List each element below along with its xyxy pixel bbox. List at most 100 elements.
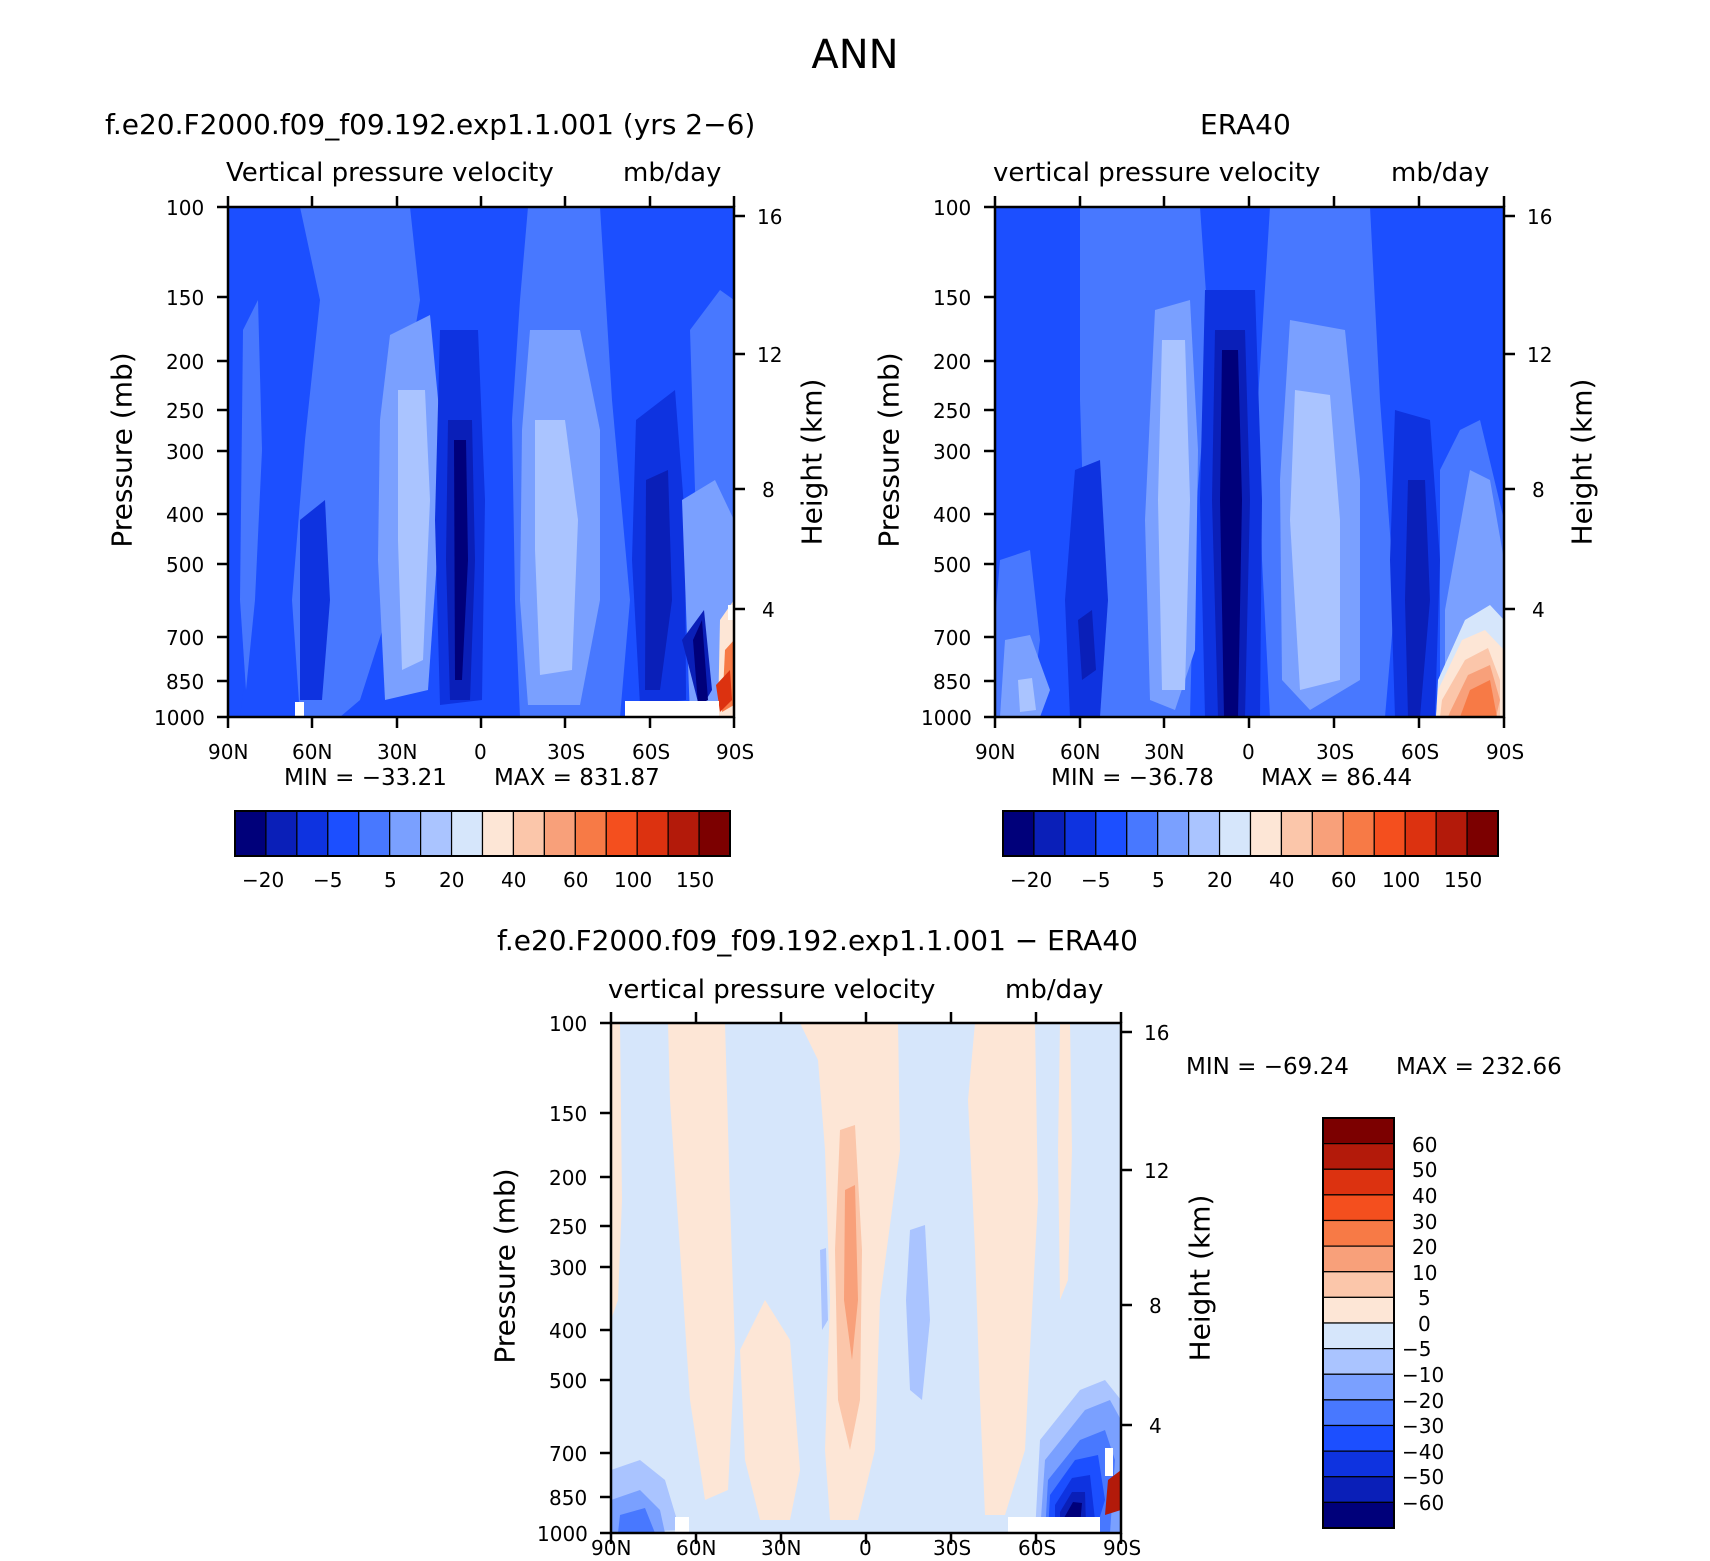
colorbar-swatch bbox=[1249, 810, 1283, 857]
colorbar-swatch bbox=[1064, 810, 1097, 857]
panel-2-colorbar-label: 60 bbox=[1331, 868, 1357, 892]
panel-2-ytick: 250 bbox=[933, 399, 972, 423]
panel-1-ytick-right: 12 bbox=[757, 343, 783, 367]
panel-3-xtick: 30S bbox=[933, 1536, 972, 1560]
panel-1-xtick: 0 bbox=[474, 740, 487, 764]
panel-2-ytick: 400 bbox=[933, 503, 972, 527]
colorbar-frame bbox=[1322, 1117, 1395, 1529]
panel-1-ytick: 400 bbox=[166, 503, 205, 527]
colorbar-swatch bbox=[1033, 810, 1066, 857]
panel-3-ytick: 1000 bbox=[537, 1522, 588, 1546]
panel-3-colorbar-label: 20 bbox=[1412, 1235, 1438, 1259]
panel-1-colorbar-label: −5 bbox=[313, 868, 343, 892]
panel-2-ytick: 500 bbox=[933, 553, 972, 577]
panel-3-colorbar-label: 0 bbox=[1418, 1312, 1431, 1336]
colorbar-swatch bbox=[1322, 1424, 1395, 1452]
panel-2-ytick: 100 bbox=[933, 196, 972, 220]
colorbar-swatch bbox=[1322, 1501, 1395, 1529]
panel-2-ytick: 850 bbox=[933, 670, 972, 694]
panel-1-ytick: 300 bbox=[166, 440, 205, 464]
panel-2-title: ERA40 bbox=[1200, 108, 1291, 141]
panel-1-xtick: 60N bbox=[292, 740, 333, 764]
panel-1-ylabel: Pressure (mb) bbox=[105, 352, 139, 548]
panel-3-colorbar-label: 10 bbox=[1412, 1261, 1438, 1285]
panel-1-contours bbox=[228, 207, 734, 717]
panel-2-ytick-right: 8 bbox=[1532, 478, 1545, 502]
panel-2-xtick: 60S bbox=[1401, 740, 1440, 764]
colorbar-swatch bbox=[265, 810, 298, 857]
colorbar-swatch bbox=[1322, 1245, 1395, 1273]
panel-1-ytick: 150 bbox=[166, 286, 205, 310]
panel-1-subtitle-right: mb/day bbox=[623, 158, 722, 188]
panel-2-ytick: 1000 bbox=[921, 706, 972, 730]
panel-1-subtitle-left: Vertical pressure velocity bbox=[226, 158, 554, 188]
colorbar-swatch bbox=[1322, 1399, 1395, 1427]
colorbar-frame bbox=[234, 810, 731, 857]
panel-2-min: MIN = −36.78 bbox=[1051, 765, 1214, 791]
panel-2-ytick: 700 bbox=[933, 626, 972, 650]
panel-2-ytick-right: 16 bbox=[1527, 205, 1553, 229]
panel-3-ytick: 150 bbox=[549, 1102, 588, 1126]
colorbar-swatch bbox=[389, 810, 422, 857]
panel-2-xtick: 0 bbox=[1242, 740, 1255, 764]
panel-3-colorbar-label: −5 bbox=[1402, 1337, 1432, 1361]
panel-1-colorbar-label: 40 bbox=[501, 868, 527, 892]
panel-1-xtick: 30S bbox=[547, 740, 586, 764]
colorbar-swatch bbox=[574, 810, 607, 857]
panel-3-xtick: 60S bbox=[1018, 1536, 1057, 1560]
colorbar-swatch bbox=[1435, 810, 1468, 857]
colorbar-swatch bbox=[1322, 1219, 1395, 1247]
colorbar-swatch bbox=[1322, 1348, 1395, 1375]
panel-3-ytick: 300 bbox=[549, 1256, 588, 1280]
panel-3-colorbar-label: −40 bbox=[1402, 1440, 1445, 1464]
panel-3-ylabel-right: Height (km) bbox=[1183, 1194, 1217, 1362]
panel-3-xtick: 60N bbox=[676, 1536, 717, 1560]
colorbar-swatch bbox=[420, 810, 453, 857]
colorbar-swatch bbox=[1373, 810, 1406, 857]
colorbar-swatch bbox=[1322, 1194, 1395, 1222]
panel-2-ytick: 200 bbox=[933, 350, 972, 374]
panel-3-max: MAX = 232.66 bbox=[1396, 1054, 1562, 1080]
panel-3-colorbar-label: −10 bbox=[1402, 1363, 1445, 1387]
colorbar-swatch bbox=[1157, 810, 1190, 857]
panel-3-ytick: 400 bbox=[549, 1319, 588, 1343]
panel-1-title: f.e20.F2000.f09_f09.192.exp1.1.001 (yrs … bbox=[105, 108, 756, 141]
panel-3-ticks bbox=[600, 1012, 1132, 1544]
colorbar-swatch bbox=[1188, 810, 1221, 857]
panel-3-contours bbox=[611, 1023, 1121, 1533]
colorbar-swatch bbox=[1322, 1322, 1395, 1350]
panel-2-colorbar-label: −20 bbox=[1010, 868, 1053, 892]
colorbar-swatch bbox=[1311, 810, 1344, 857]
colorbar-swatch bbox=[1322, 1450, 1395, 1478]
panel-1-xtick: 90S bbox=[716, 740, 755, 764]
panel-3-ytick: 850 bbox=[549, 1486, 588, 1510]
panel-1-ytick: 700 bbox=[166, 626, 205, 650]
panel-3-xtick: 30N bbox=[761, 1536, 802, 1560]
panel-3-ytick: 100 bbox=[549, 1012, 588, 1036]
colorbar-swatch bbox=[1322, 1296, 1395, 1324]
colorbar-swatch bbox=[1322, 1373, 1395, 1401]
panel-2-xtick: 30S bbox=[1316, 740, 1355, 764]
panel-1-colorbar-label: 5 bbox=[384, 868, 397, 892]
colorbar-swatch bbox=[667, 810, 700, 857]
colorbar-swatch bbox=[512, 810, 545, 857]
panel-2-ytick-right: 4 bbox=[1532, 598, 1545, 622]
panel-1-ytick: 1000 bbox=[154, 706, 205, 730]
panel-1-ticks bbox=[217, 196, 745, 728]
panel-3-ytick: 200 bbox=[549, 1166, 588, 1190]
panel-3-xtick: 90N bbox=[591, 1536, 632, 1560]
panel-2-xtick: 30N bbox=[1144, 740, 1185, 764]
colorbar-swatch bbox=[358, 810, 391, 857]
panel-1-colorbar-label: 100 bbox=[614, 868, 653, 892]
colorbar-swatch bbox=[1002, 810, 1035, 857]
panel-2-xtick: 60N bbox=[1060, 740, 1101, 764]
panel-1-colorbar-label: 20 bbox=[439, 868, 465, 892]
panel-2-max: MAX = 86.44 bbox=[1261, 765, 1413, 791]
figure-title: ANN bbox=[811, 32, 899, 78]
panel-3-colorbar-label: −60 bbox=[1402, 1491, 1445, 1515]
panel-3-colorbar-label: 5 bbox=[1418, 1286, 1431, 1310]
